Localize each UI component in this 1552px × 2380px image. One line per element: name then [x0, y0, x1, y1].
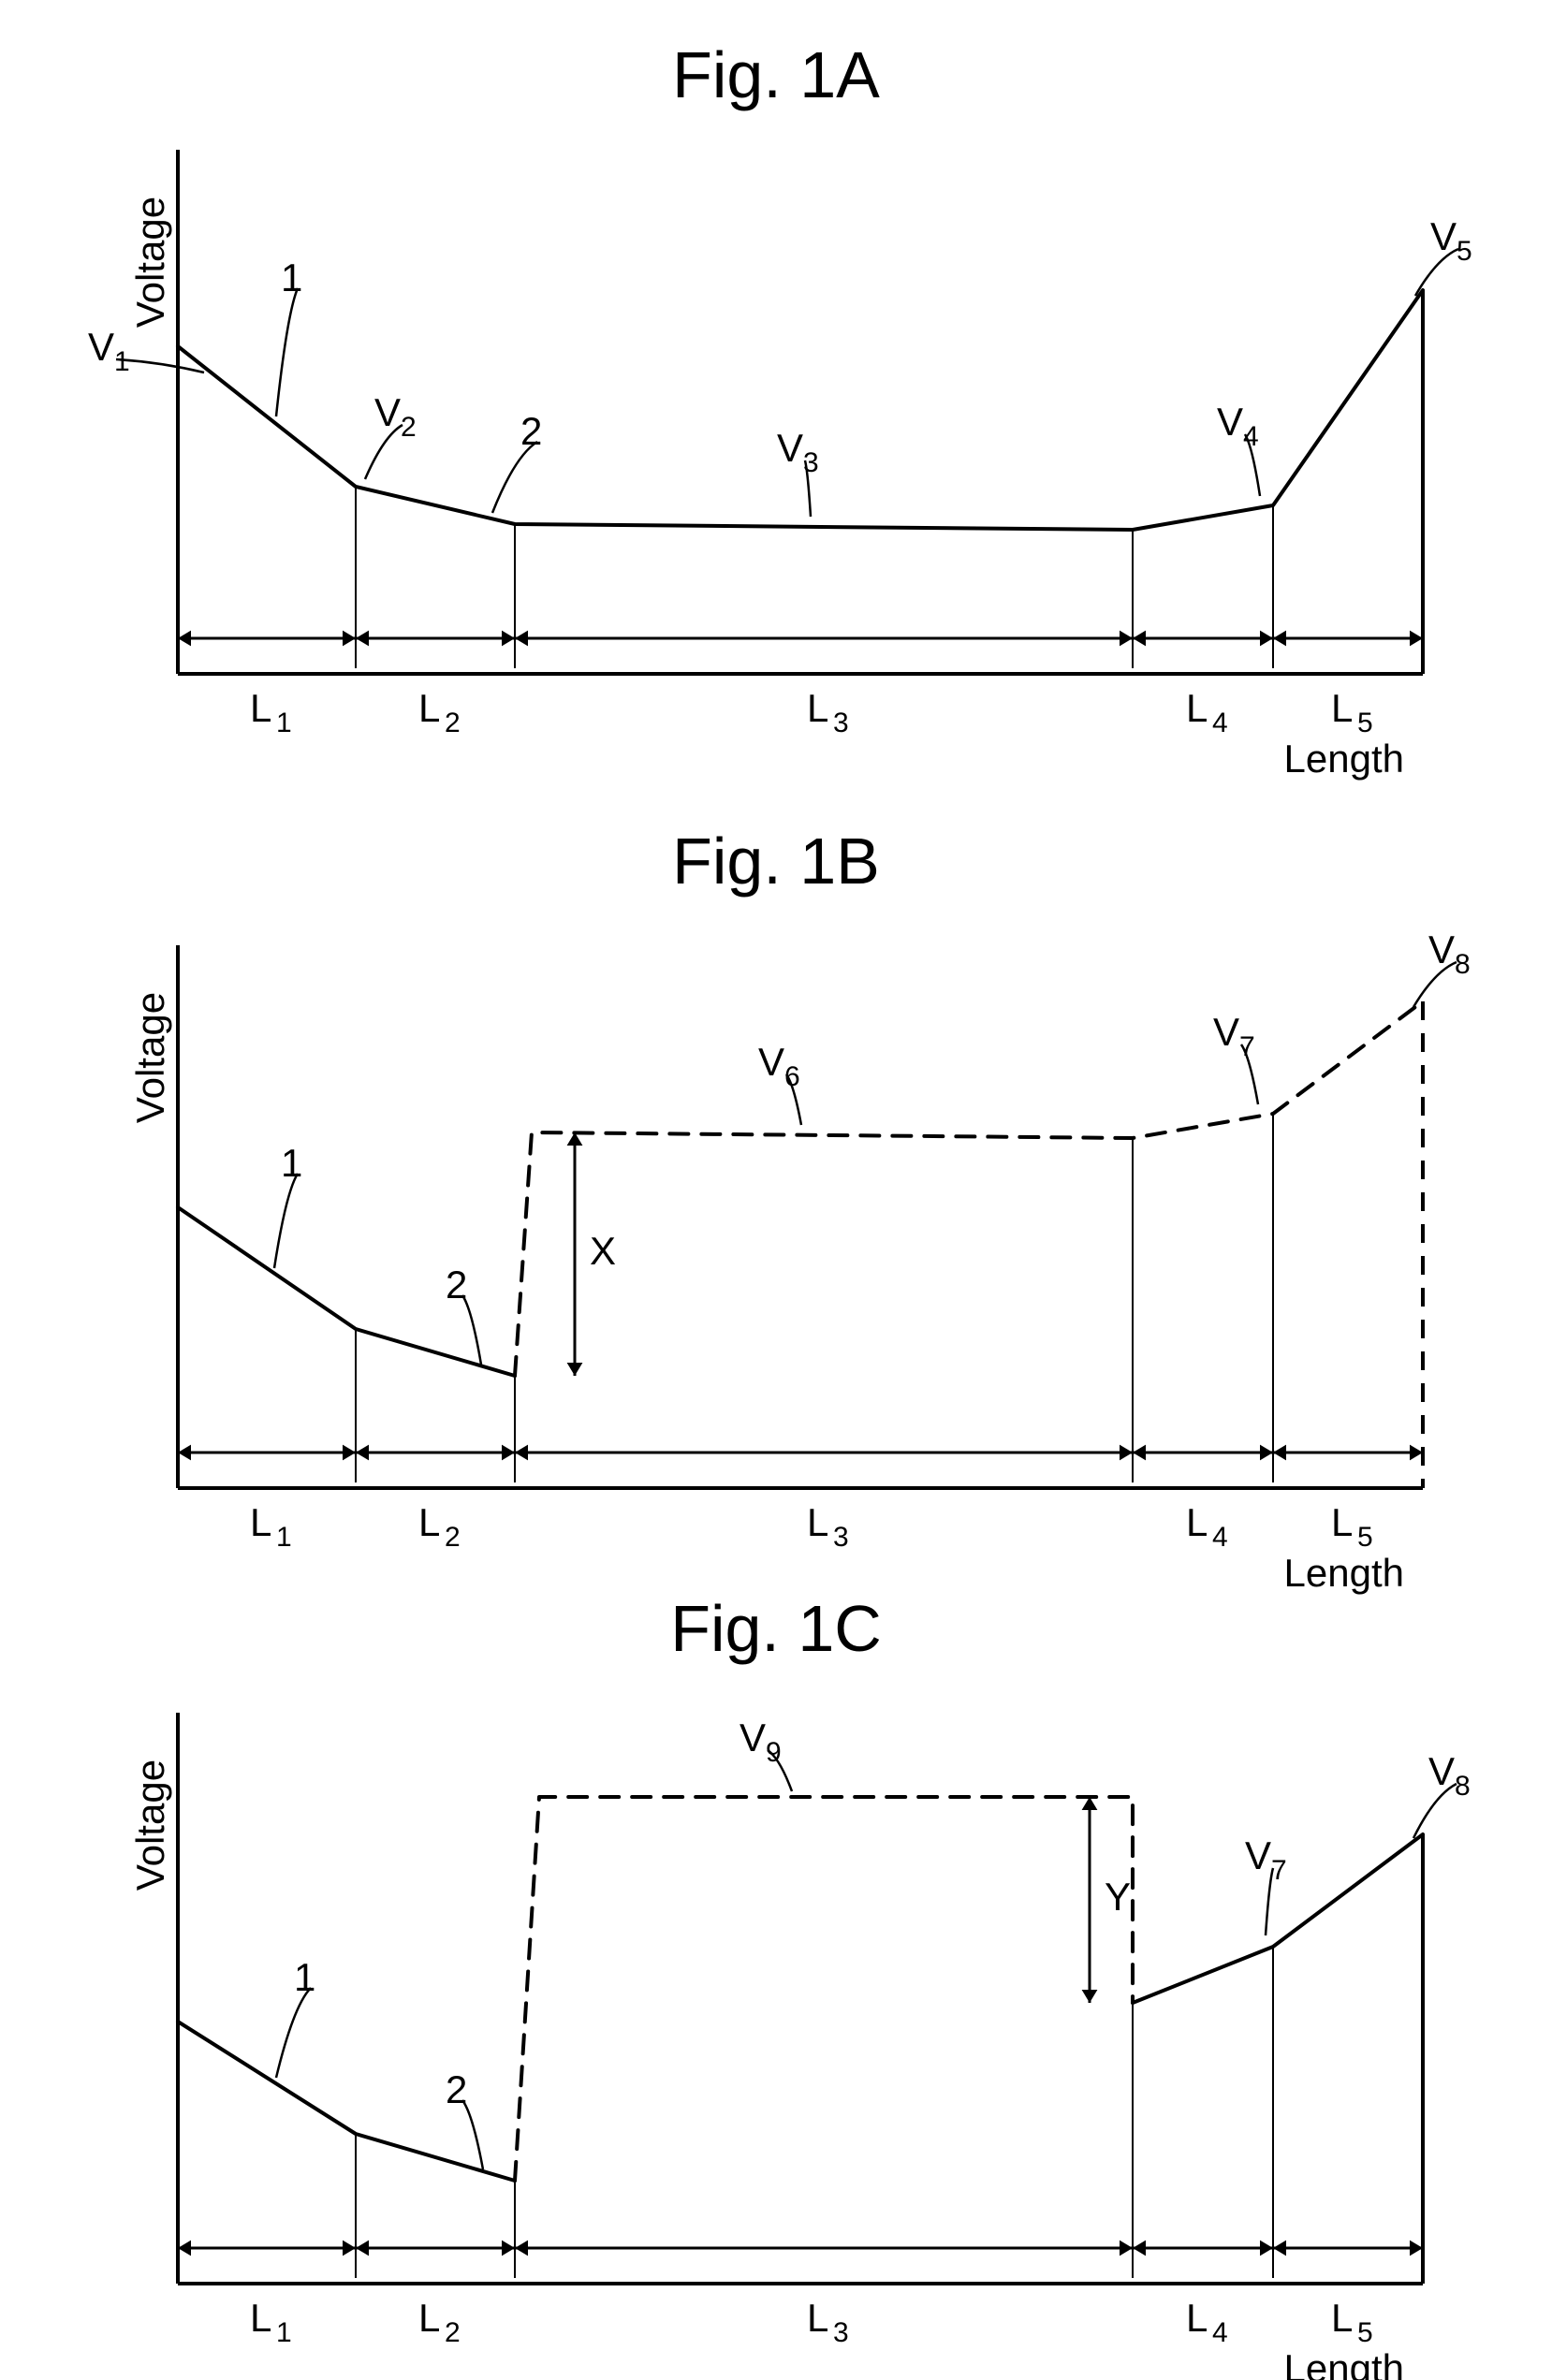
y-axis-label: Voltage: [128, 992, 172, 1123]
svg-text:V: V: [88, 325, 114, 369]
svg-text:L: L: [250, 2296, 271, 2340]
svg-text:L: L: [418, 686, 440, 730]
dim-L5: L5: [1331, 1500, 1373, 1553]
fig-C: VoltageLengthL1L2L3L4L5YV9V7V812: [128, 1713, 1471, 2380]
dim-L3: L3: [807, 2296, 849, 2348]
svg-text:L: L: [1331, 2296, 1353, 2340]
svg-text:3: 3: [833, 1522, 849, 1553]
svg-text:V: V: [739, 1716, 766, 1759]
svg-text:8: 8: [1455, 949, 1471, 980]
dim-L2: L2: [418, 1500, 461, 1553]
label-V8: V8: [1428, 1749, 1471, 1802]
svg-text:L: L: [418, 2296, 440, 2340]
svg-text:3: 3: [833, 708, 849, 738]
y-axis-label: Voltage: [128, 1759, 172, 1891]
svg-text:8: 8: [1455, 1771, 1471, 1802]
dim-L1: L1: [250, 1500, 292, 1553]
svg-text:2: 2: [401, 412, 417, 443]
dim-L3: L3: [807, 686, 849, 738]
svg-text:L: L: [250, 686, 271, 730]
x-axis-label: Length: [1284, 1551, 1404, 1595]
svg-text:4: 4: [1212, 1522, 1228, 1553]
y-axis-label: Voltage: [128, 197, 172, 328]
svg-text:V: V: [1245, 1833, 1271, 1877]
fig-B: VoltageLengthL1L2L3L4L5XV6V7V812: [128, 927, 1471, 1595]
title-fig-1a: Fig. 1A: [0, 37, 1552, 112]
svg-text:4: 4: [1212, 2317, 1228, 2348]
svg-text:2: 2: [445, 2317, 461, 2348]
svg-text:L: L: [1331, 1500, 1353, 1544]
label-V7: V7: [1213, 1010, 1255, 1062]
svg-text:1: 1: [276, 708, 292, 738]
svg-text:L: L: [1331, 686, 1353, 730]
svg-text:5: 5: [1357, 2317, 1373, 2348]
svg-text:L: L: [807, 686, 828, 730]
label-Y: Y: [1105, 1875, 1131, 1919]
label-X: X: [590, 1229, 616, 1273]
dim-L2: L2: [418, 2296, 461, 2348]
svg-text:V: V: [777, 426, 803, 470]
callout-1: 1: [294, 1955, 315, 1999]
svg-text:L: L: [250, 1500, 271, 1544]
svg-text:L: L: [418, 1500, 440, 1544]
svg-text:1: 1: [276, 2317, 292, 2348]
label-V7: V7: [1245, 1833, 1287, 1886]
label-V5: V5: [1430, 214, 1472, 267]
title-fig-1b: Fig. 1B: [0, 824, 1552, 898]
svg-text:2: 2: [445, 708, 461, 738]
svg-text:1: 1: [276, 1522, 292, 1553]
svg-text:L: L: [807, 1500, 828, 1544]
dim-L3: L3: [807, 1500, 849, 1553]
callout-1: 1: [281, 256, 302, 299]
label-V1: V1: [88, 325, 130, 377]
svg-text:1: 1: [114, 346, 130, 377]
callout-1: 1: [281, 1141, 302, 1185]
label-V8: V8: [1428, 927, 1471, 980]
dim-L1: L1: [250, 2296, 292, 2348]
dim-L4: L4: [1186, 1500, 1228, 1553]
figure-canvas: VoltageLengthL1L2L3L4L5V1V2V3V4V512Volta…: [0, 0, 1552, 2380]
svg-text:5: 5: [1457, 236, 1472, 267]
svg-text:L: L: [1186, 1500, 1208, 1544]
svg-text:V: V: [758, 1040, 784, 1084]
svg-text:L: L: [1186, 686, 1208, 730]
dim-L2: L2: [418, 686, 461, 738]
label-V9: V9: [739, 1716, 782, 1768]
label-V4: V4: [1217, 400, 1259, 452]
svg-text:V: V: [1217, 400, 1243, 444]
dim-L5: L5: [1331, 686, 1373, 738]
x-axis-label: Length: [1284, 737, 1404, 781]
fig-A: VoltageLengthL1L2L3L4L5V1V2V3V4V512: [88, 150, 1472, 781]
dim-L1: L1: [250, 686, 292, 738]
dim-L5: L5: [1331, 2296, 1373, 2348]
svg-text:L: L: [807, 2296, 828, 2340]
label-V6: V6: [758, 1040, 800, 1092]
svg-text:4: 4: [1212, 708, 1228, 738]
label-V3: V3: [777, 426, 819, 478]
svg-text:V: V: [1213, 1010, 1239, 1054]
title-fig-1c: Fig. 1C: [0, 1591, 1552, 1666]
svg-text:5: 5: [1357, 1522, 1373, 1553]
svg-text:L: L: [1186, 2296, 1208, 2340]
dim-L4: L4: [1186, 686, 1228, 738]
label-V2: V2: [374, 390, 417, 443]
x-axis-label: Length: [1284, 2346, 1404, 2380]
svg-text:3: 3: [833, 2317, 849, 2348]
dim-L4: L4: [1186, 2296, 1228, 2348]
svg-text:5: 5: [1357, 708, 1373, 738]
svg-text:2: 2: [445, 1522, 461, 1553]
